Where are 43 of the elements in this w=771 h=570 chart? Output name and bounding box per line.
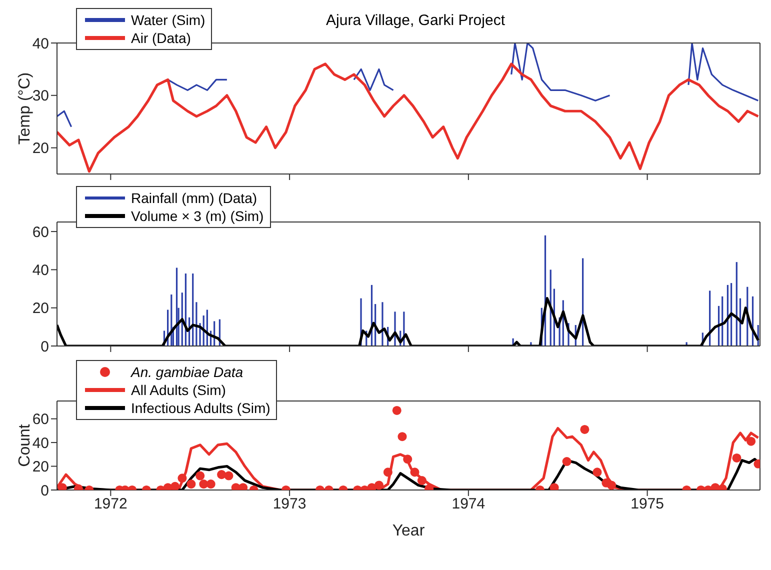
- x-tick-label: 1975: [630, 496, 664, 513]
- y-tick-label: 20: [32, 458, 49, 476]
- y-tick-label: 40: [32, 434, 49, 452]
- point: [224, 471, 234, 480]
- legend-label: All Adults (Sim): [131, 381, 226, 399]
- legend-label: Air (Data): [131, 29, 191, 47]
- point: [374, 480, 384, 490]
- point: [417, 476, 426, 486]
- legend-label: Infectious Adults (Sim): [131, 399, 270, 417]
- y-tick-label: 40: [32, 262, 49, 280]
- y-tick-label: 30: [32, 88, 49, 105]
- y-axis-title: Temp (°C): [16, 72, 34, 145]
- point: [562, 457, 572, 466]
- legend-label: Volume × 3 (m) (Sim): [131, 207, 264, 225]
- point: [732, 453, 742, 462]
- y-tick-label: 60: [32, 411, 49, 428]
- legend-label: Water (Sim): [131, 11, 206, 29]
- y-tick-label: 40: [32, 35, 49, 52]
- point: [186, 480, 196, 489]
- y-tick-label: 20: [32, 300, 49, 318]
- point: [607, 480, 616, 490]
- y-tick-label: 0: [40, 338, 49, 356]
- x-tick-label: 1973: [272, 496, 306, 513]
- point: [403, 454, 412, 464]
- legend-label: An. gambiae Data: [131, 363, 244, 381]
- point: [410, 468, 420, 477]
- point: [746, 436, 756, 446]
- y-tick-label: 60: [32, 224, 49, 241]
- point: [383, 468, 392, 477]
- point: [196, 471, 205, 480]
- point: [178, 474, 187, 483]
- point: [170, 482, 180, 490]
- x-tick-label: 1972: [94, 496, 128, 513]
- x-tick-label: 1974: [452, 496, 486, 513]
- y-tick-label: 20: [32, 140, 49, 158]
- y-tick-label: 0: [40, 482, 49, 500]
- y-axis-title: Count: [16, 424, 34, 467]
- x-axis-title: Year: [392, 522, 426, 540]
- point: [206, 480, 216, 489]
- point: [398, 432, 407, 442]
- point: [592, 468, 602, 477]
- chart-title: Ajura Village, Garki Project: [326, 12, 505, 29]
- legend-label: Rainfall (mm) (Data): [131, 189, 258, 207]
